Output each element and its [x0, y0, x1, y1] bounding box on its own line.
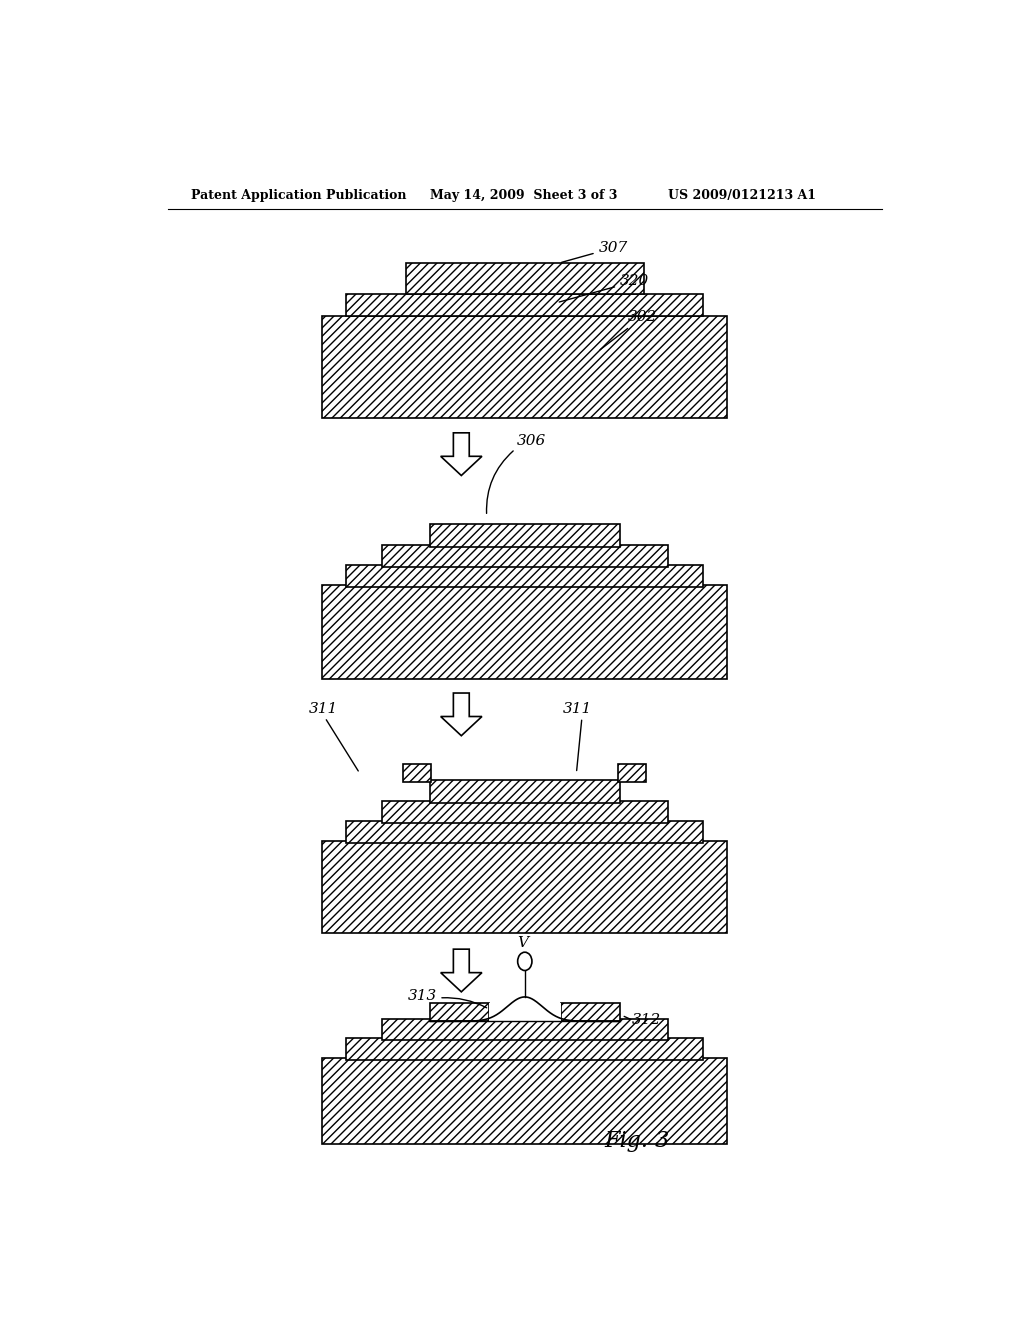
- Text: 311: 311: [309, 702, 338, 717]
- Bar: [346, 821, 703, 843]
- Text: 312: 312: [632, 1014, 662, 1027]
- Bar: [403, 764, 431, 783]
- Bar: [323, 315, 727, 417]
- Bar: [346, 565, 703, 587]
- Text: V: V: [517, 936, 527, 950]
- Bar: [382, 545, 668, 568]
- Text: May 14, 2009  Sheet 3 of 3: May 14, 2009 Sheet 3 of 3: [430, 189, 616, 202]
- Text: 313: 313: [409, 989, 437, 1003]
- Text: 306: 306: [517, 434, 546, 447]
- Bar: [430, 524, 621, 546]
- Text: Fig. 3: Fig. 3: [604, 1130, 670, 1152]
- Polygon shape: [440, 949, 482, 991]
- Bar: [382, 801, 668, 824]
- Bar: [406, 263, 644, 293]
- Bar: [323, 841, 727, 933]
- Text: Patent Application Publication: Patent Application Publication: [191, 189, 407, 202]
- Text: 307: 307: [561, 242, 628, 263]
- Bar: [346, 293, 703, 315]
- Polygon shape: [440, 693, 482, 735]
- Bar: [489, 1003, 560, 1022]
- Circle shape: [518, 952, 531, 970]
- Bar: [382, 1019, 668, 1040]
- Bar: [430, 1003, 489, 1022]
- Text: 320: 320: [559, 275, 649, 302]
- Bar: [618, 764, 646, 783]
- Text: 311: 311: [563, 702, 592, 717]
- Polygon shape: [440, 433, 482, 475]
- Text: 302: 302: [600, 310, 657, 350]
- Bar: [346, 1038, 703, 1060]
- Bar: [560, 1003, 621, 1022]
- Bar: [323, 1057, 727, 1144]
- Bar: [430, 780, 621, 803]
- Text: US 2009/0121213 A1: US 2009/0121213 A1: [668, 189, 816, 202]
- Bar: [323, 585, 727, 678]
